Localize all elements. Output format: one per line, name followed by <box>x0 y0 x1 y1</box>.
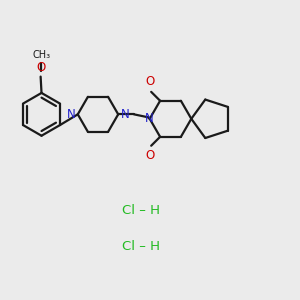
Text: N: N <box>67 108 75 121</box>
Text: O: O <box>37 61 46 74</box>
Text: N: N <box>121 108 129 121</box>
Text: Cl – H: Cl – H <box>122 204 160 218</box>
Text: O: O <box>146 75 154 88</box>
Text: Cl – H: Cl – H <box>122 240 160 253</box>
Text: O: O <box>146 149 154 162</box>
Text: CH₃: CH₃ <box>32 50 50 60</box>
Text: N: N <box>145 112 154 125</box>
